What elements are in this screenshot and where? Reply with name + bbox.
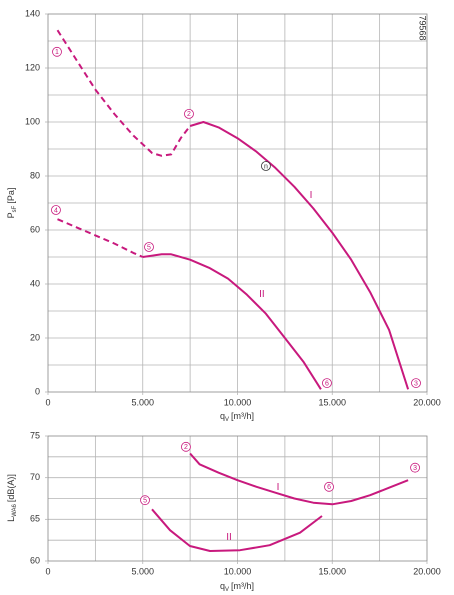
annotation: 3: [413, 465, 417, 472]
y-axis-label: LWA6[dB(A)]: [6, 474, 17, 522]
annotation: 1: [55, 49, 59, 56]
y-tick-label: 0: [35, 386, 40, 396]
curve: [189, 121, 410, 390]
annotation-circle: [324, 481, 334, 492]
annotation: 5: [147, 244, 151, 251]
curve: [142, 253, 322, 390]
x-tick-label: 15.000: [318, 566, 346, 576]
annotation-circle: [410, 462, 420, 473]
y-tick-label: 100: [25, 116, 40, 126]
annotation: 2: [187, 111, 191, 118]
annotation: 2: [184, 444, 188, 451]
y-tick-label: 40: [30, 278, 40, 288]
annotation-circle: [140, 495, 150, 506]
annotation-circle: [144, 242, 154, 252]
x-tick-label: 10.000: [224, 397, 252, 407]
y-tick-label: 60: [30, 555, 40, 565]
annotation-circle: [411, 378, 421, 388]
x-axis-label: qV [m³/h]: [220, 581, 254, 592]
code-label: 79568: [418, 15, 428, 40]
x-tick-label: 0: [45, 397, 50, 407]
annotation: II: [259, 289, 265, 300]
curve: [56, 29, 191, 157]
y-tick-label: 140: [25, 8, 40, 18]
y-tick-label: 70: [30, 472, 40, 482]
y-tick-label: 65: [30, 514, 40, 524]
annotation: 6: [327, 484, 331, 491]
annotation-circle: [261, 161, 271, 171]
annotation: I: [277, 482, 280, 493]
annotation: 5: [143, 498, 147, 505]
y-tick-label: 120: [25, 62, 40, 72]
y-tick-label: 75: [30, 430, 40, 440]
curve: [151, 508, 323, 552]
curve: [57, 218, 144, 258]
y-tick-label: 80: [30, 170, 40, 180]
annotation-circle: [181, 441, 191, 452]
annotation: 6: [325, 380, 329, 387]
x-tick-label: 20.000: [413, 397, 441, 407]
x-tick-label: 15.000: [318, 397, 346, 407]
annotation-circle: [322, 378, 332, 388]
x-tick-label: 5.000: [131, 566, 154, 576]
x-tick-label: 10.000: [224, 566, 252, 576]
x-tick-label: 5.000: [131, 397, 154, 407]
x-axis-label: qV [m³/h]: [220, 411, 254, 422]
annotation-circle: [184, 109, 194, 119]
annotation: 4: [54, 207, 58, 214]
y-axis-label: PsF[Pa]: [6, 188, 17, 219]
annotation: II: [226, 532, 232, 543]
annotation-circle: [52, 46, 62, 57]
x-tick-label: 0: [45, 566, 50, 576]
curve: [189, 452, 409, 506]
y-tick-label: 60: [30, 224, 40, 234]
y-tick-label: 20: [30, 332, 40, 342]
annotation: I: [310, 190, 313, 201]
annotation: 3: [414, 380, 418, 387]
x-tick-label: 20.000: [413, 566, 441, 576]
annotation-circle: [51, 205, 61, 215]
annotation: n: [264, 163, 268, 170]
